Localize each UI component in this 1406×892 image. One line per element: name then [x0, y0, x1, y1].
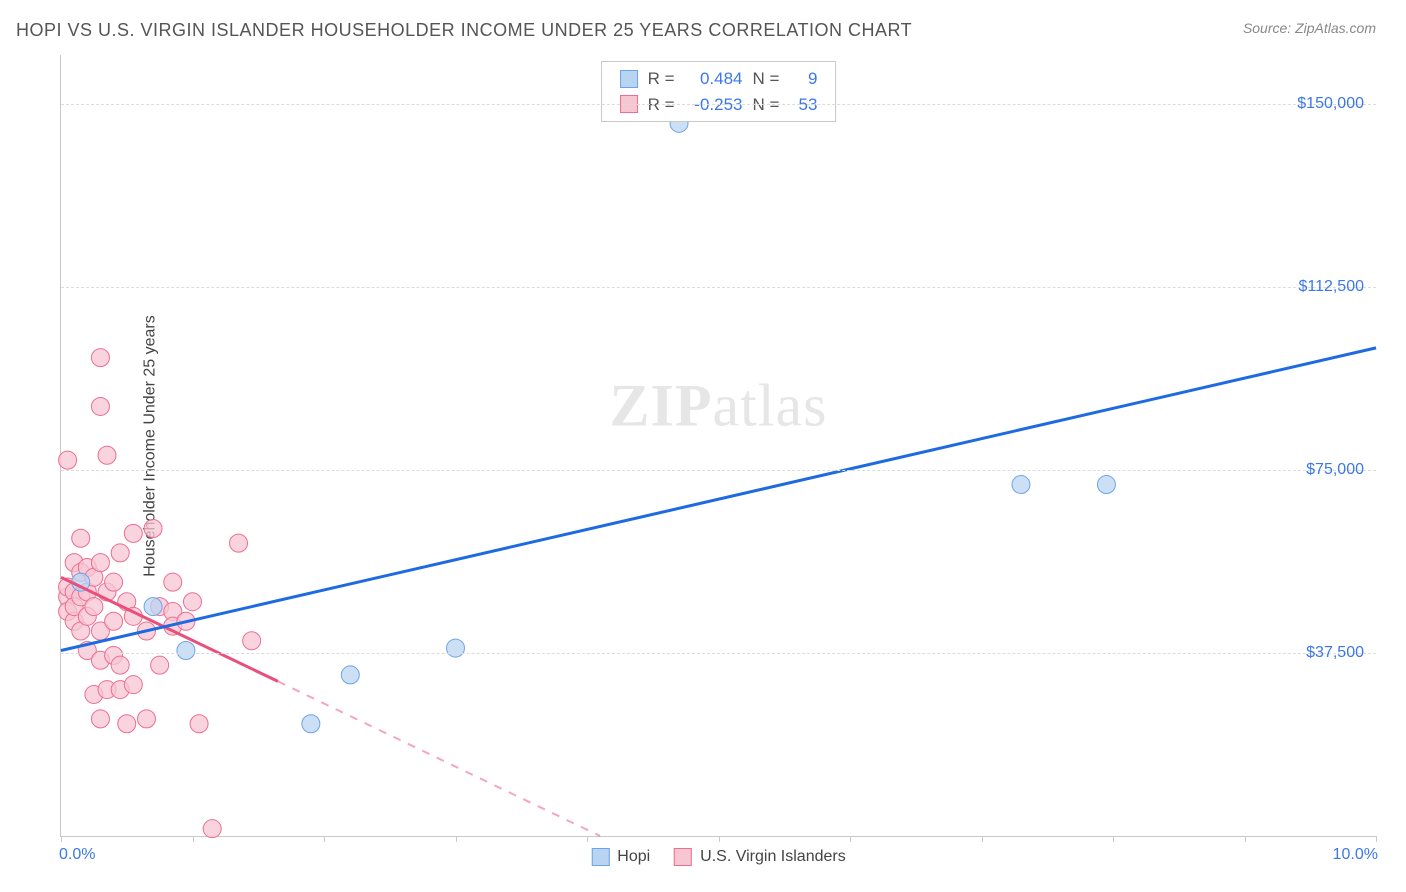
hopi-point: [302, 715, 320, 733]
x-tick: [61, 836, 62, 842]
legend-item-hopi: Hopi: [591, 848, 650, 866]
y-tick-label: $75,000: [1306, 461, 1364, 479]
source-label: Source: ZipAtlas.com: [1243, 20, 1376, 36]
usvi-point: [243, 632, 261, 650]
usvi-point: [111, 656, 129, 674]
y-tick-label: $112,500: [1298, 278, 1364, 296]
x-axis-min-label: 0.0%: [59, 846, 95, 864]
chart-container: Householder Income Under 25 years ZIPatl…: [30, 55, 1376, 837]
x-axis-max-label: 10.0%: [1333, 846, 1378, 864]
hopi-point: [341, 666, 359, 684]
correlation-legend: R = 0.484 N = 9 R = -0.253 N = 53: [601, 61, 837, 122]
x-tick: [1376, 836, 1377, 842]
swatch-hopi-icon: [591, 848, 609, 866]
usvi-point: [151, 656, 169, 674]
usvi-point: [105, 573, 123, 591]
usvi-point: [59, 451, 77, 469]
usvi-point: [85, 598, 103, 616]
usvi-point: [98, 446, 116, 464]
usvi-point: [105, 612, 123, 630]
legend-item-usvi: U.S. Virgin Islanders: [674, 848, 846, 866]
hopi-point: [1097, 476, 1115, 494]
gridline: [61, 287, 1376, 288]
x-tick: [324, 836, 325, 842]
usvi-point: [124, 524, 142, 542]
gridline: [61, 470, 1376, 471]
hopi-point: [144, 598, 162, 616]
usvi-point: [144, 519, 162, 537]
x-tick: [456, 836, 457, 842]
usvi-point: [72, 529, 90, 547]
usvi-point: [91, 710, 109, 728]
plot-area: ZIPatlas R = 0.484 N = 9 R = -0.253 N = …: [60, 55, 1376, 837]
x-tick: [850, 836, 851, 842]
gridline: [61, 104, 1376, 105]
hopi-point: [1012, 476, 1030, 494]
hopi-trendline-full: [61, 348, 1376, 651]
usvi-point: [91, 349, 109, 367]
corr-row-hopi: R = 0.484 N = 9: [620, 66, 818, 92]
usvi-point: [118, 715, 136, 733]
x-tick: [193, 836, 194, 842]
usvi-point: [184, 593, 202, 611]
x-tick: [1113, 836, 1114, 842]
legend-label-usvi: U.S. Virgin Islanders: [700, 848, 846, 866]
usvi-point: [203, 820, 221, 838]
y-tick-label: $37,500: [1306, 644, 1364, 662]
hopi-point: [447, 639, 465, 657]
x-tick: [719, 836, 720, 842]
n-label-hopi: N =: [753, 66, 780, 92]
usvi-trendline-extrapolated: [278, 681, 600, 836]
x-tick: [982, 836, 983, 842]
x-tick: [587, 836, 588, 842]
gridline: [61, 653, 1376, 654]
legend-label-hopi: Hopi: [617, 848, 650, 866]
usvi-point: [190, 715, 208, 733]
swatch-hopi: [620, 70, 638, 88]
usvi-point: [111, 544, 129, 562]
usvi-point: [124, 676, 142, 694]
usvi-point: [91, 397, 109, 415]
usvi-point: [137, 710, 155, 728]
usvi-point: [91, 554, 109, 572]
r-value-hopi: 0.484: [685, 66, 743, 92]
r-label-hopi: R =: [648, 66, 675, 92]
y-tick-label: $150,000: [1297, 95, 1364, 113]
swatch-usvi-icon: [674, 848, 692, 866]
x-tick: [1245, 836, 1246, 842]
n-value-hopi: 9: [789, 66, 817, 92]
usvi-point: [230, 534, 248, 552]
hopi-point: [177, 642, 195, 660]
chart-title: HOPI VS U.S. VIRGIN ISLANDER HOUSEHOLDER…: [16, 20, 912, 41]
plot-svg: [61, 55, 1376, 836]
usvi-point: [164, 573, 182, 591]
series-legend: Hopi U.S. Virgin Islanders: [591, 848, 845, 866]
